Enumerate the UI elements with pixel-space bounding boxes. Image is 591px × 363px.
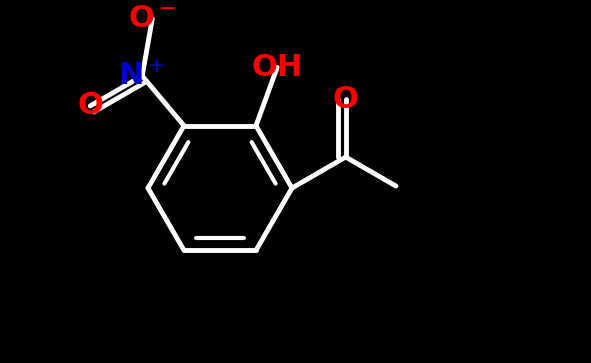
- Text: O$^-$: O$^-$: [128, 4, 176, 33]
- Text: N$^+$: N$^+$: [118, 61, 166, 90]
- Text: OH: OH: [252, 53, 303, 82]
- Text: O: O: [333, 85, 359, 114]
- Text: O: O: [77, 91, 103, 121]
